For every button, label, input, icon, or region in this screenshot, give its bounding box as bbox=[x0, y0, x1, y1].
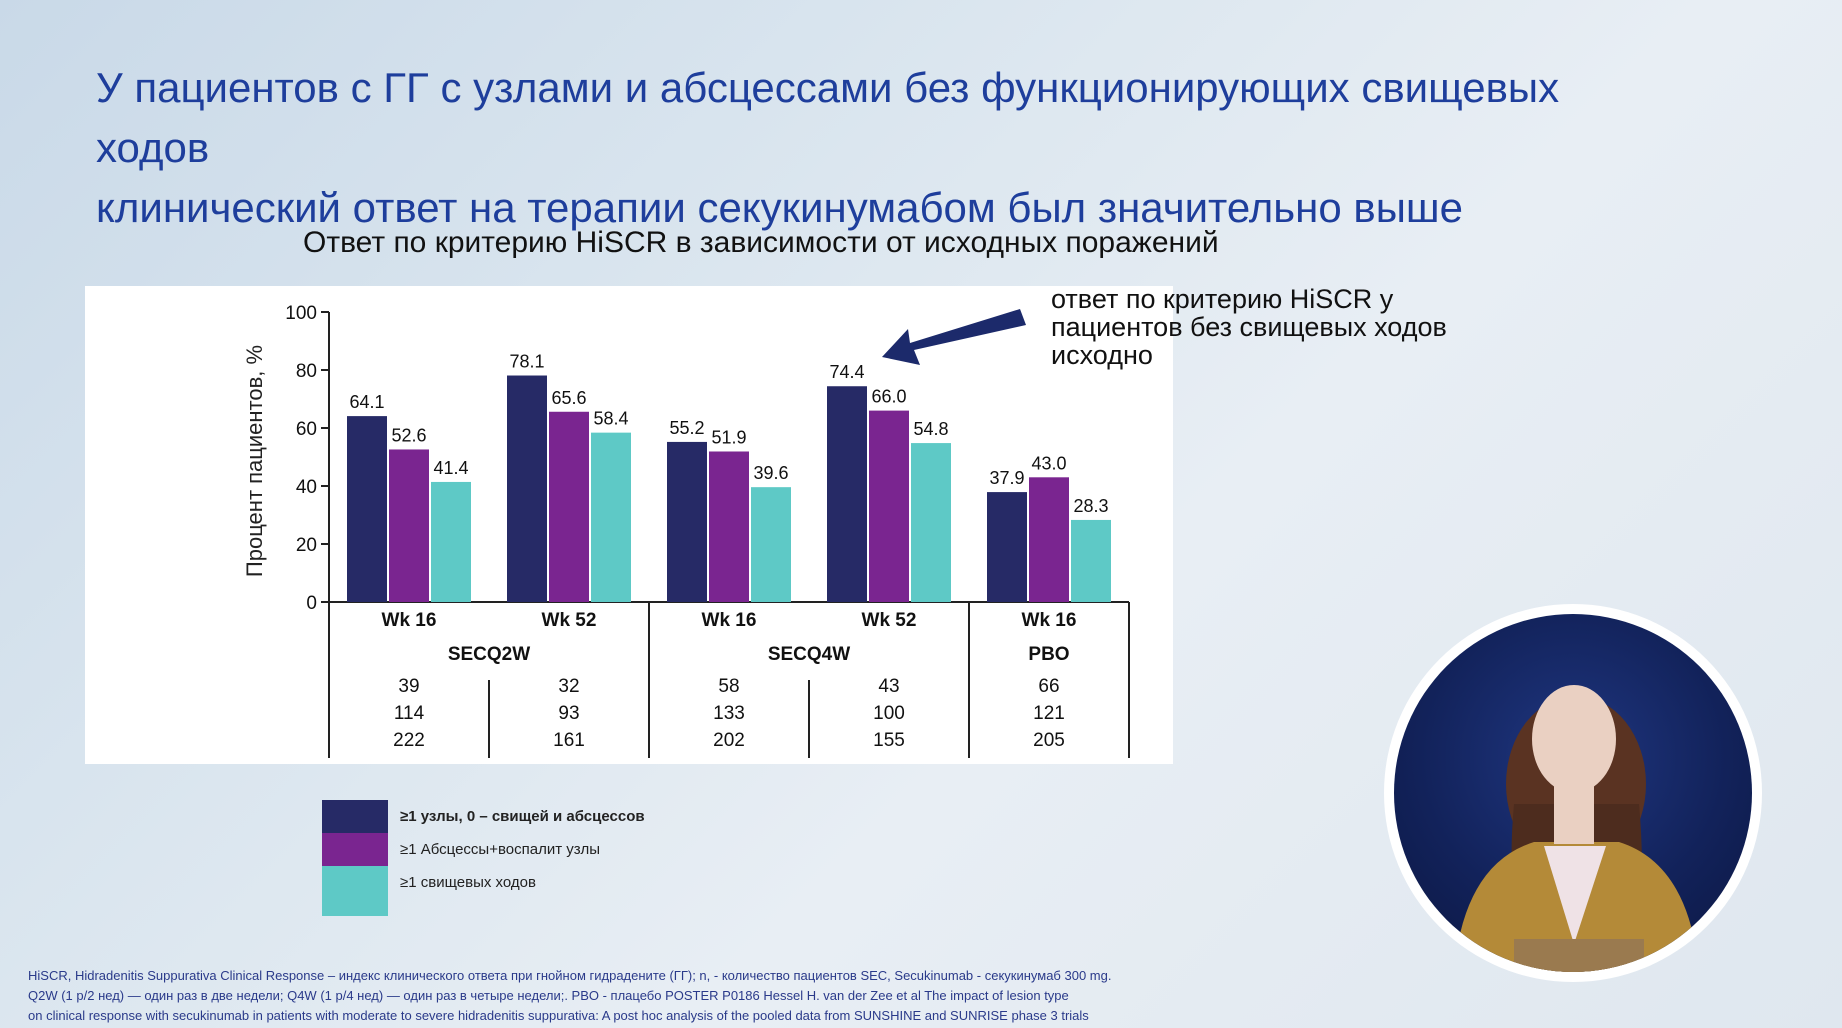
n-count-s1-c4: 43 bbox=[878, 676, 899, 697]
legend-label-series-1: ≥1 узлы, 0 – свищей и абсцессов bbox=[400, 808, 645, 825]
y-tick-label-2: 40 bbox=[296, 477, 317, 498]
n-count-s2-c3: 133 bbox=[713, 703, 745, 724]
bar-value-label-s2-c3: 51.9 bbox=[711, 427, 746, 447]
bar-value-label-s2-c2: 65.6 bbox=[551, 388, 586, 408]
legend-swatch-series-2 bbox=[322, 833, 388, 866]
slide-title-line-2: клинический ответ на терапии секукинумаб… bbox=[96, 184, 1463, 231]
x-tick-label-5: Wk 16 bbox=[1022, 610, 1077, 631]
n-count-s2-c4: 100 bbox=[873, 703, 905, 724]
bar-value-label-s3-c1: 41.4 bbox=[433, 458, 468, 478]
group-label-1: SECQ2W bbox=[448, 644, 530, 665]
n-count-s1-c1: 39 bbox=[398, 676, 419, 697]
legend-label-series-3: ≥1 свищевых ходов bbox=[400, 874, 536, 891]
n-count-s3-c2: 161 bbox=[553, 730, 585, 751]
legend-swatch-series-1 bbox=[322, 800, 388, 833]
y-tick-label-0: 0 bbox=[306, 593, 317, 614]
n-count-s1-c2: 32 bbox=[558, 676, 579, 697]
legend-label-series-2: ≥1 Абсцессы+воспалит узлы bbox=[400, 841, 600, 858]
n-count-s3-c1: 222 bbox=[393, 730, 425, 751]
group-label-2: SECQ4W bbox=[768, 644, 850, 665]
bar-s1-c4 bbox=[827, 386, 867, 602]
bar-s3-c5 bbox=[1071, 519, 1111, 602]
bar-value-label-s2-c5: 43.0 bbox=[1031, 453, 1066, 473]
y-tick-label-1: 20 bbox=[296, 535, 317, 556]
bar-s3-c2 bbox=[591, 432, 631, 602]
bar-s2-c4 bbox=[869, 410, 909, 602]
bar-s2-c2 bbox=[549, 411, 589, 602]
bar-value-label-s1-c5: 37.9 bbox=[989, 468, 1024, 488]
bar-s2-c1 bbox=[389, 449, 429, 602]
bar-s1-c2 bbox=[507, 375, 547, 602]
bar-s1-c1 bbox=[347, 416, 387, 602]
slide-title: У пациентов с ГГ с узлами и абсцессами б… bbox=[96, 58, 1656, 238]
bar-s3-c4 bbox=[911, 443, 951, 602]
legend-swatch-series-3 bbox=[322, 866, 388, 916]
bar-value-label-s3-c5: 28.3 bbox=[1073, 496, 1108, 516]
bar-s2-c3 bbox=[709, 451, 749, 602]
n-count-s2-c1: 114 bbox=[394, 703, 425, 724]
footnote-line-3: on clinical response with secukinumab in… bbox=[28, 1008, 1089, 1023]
footnote-line-2: Q2W (1 р/2 нед) — один раз в две недели;… bbox=[28, 988, 1069, 1003]
n-count-s3-c4: 155 bbox=[873, 730, 905, 751]
presenter-image bbox=[1394, 614, 1752, 972]
footnote-line-1: HiSCR, Hidradenitis Suppurativa Clinical… bbox=[28, 968, 1112, 983]
chart-annotation: ответ по критерию HiSCR у пациентов без … bbox=[1051, 284, 1447, 370]
bar-s3-c3 bbox=[751, 487, 791, 602]
bar-value-label-s1-c3: 55.2 bbox=[669, 418, 704, 438]
footnote: HiSCR, Hidradenitis Suppurativa Clinical… bbox=[28, 966, 1348, 1026]
y-tick-label-5: 100 bbox=[285, 303, 317, 324]
x-tick-label-3: Wk 16 bbox=[702, 610, 757, 631]
n-count-s2-c5: 121 bbox=[1033, 703, 1065, 724]
bar-s1-c5 bbox=[987, 492, 1027, 602]
bar-value-label-s3-c3: 39.6 bbox=[753, 463, 788, 483]
bar-value-label-s1-c2: 78.1 bbox=[509, 352, 544, 372]
n-count-s2-c2: 93 bbox=[558, 703, 579, 724]
bar-value-label-s1-c4: 74.4 bbox=[829, 362, 864, 382]
bar-s1-c3 bbox=[667, 441, 707, 602]
chart-heading: Ответ по критерию HiSCR в зависимости от… bbox=[303, 226, 1219, 259]
bar-value-label-s3-c2: 58.4 bbox=[593, 409, 628, 429]
presenter-video bbox=[1384, 604, 1762, 982]
n-count-s3-c3: 202 bbox=[713, 730, 745, 751]
slide-title-line-1: У пациентов с ГГ с узлами и абсцессами б… bbox=[96, 64, 1560, 171]
bar-s2-c5 bbox=[1029, 477, 1069, 602]
bar-value-label-s2-c4: 66.0 bbox=[871, 387, 906, 407]
y-axis-title: Процент пациентов, % bbox=[242, 345, 267, 577]
presenter-figure-icon bbox=[1454, 685, 1699, 972]
y-tick-label-4: 80 bbox=[296, 361, 317, 382]
bar-value-label-s2-c1: 52.6 bbox=[391, 425, 426, 445]
bar-s3-c1 bbox=[431, 481, 471, 602]
annotation-arrow-icon bbox=[882, 309, 1026, 365]
n-count-s1-c5: 66 bbox=[1038, 676, 1059, 697]
x-tick-label-2: Wk 52 bbox=[542, 610, 597, 631]
n-count-s1-c3: 58 bbox=[718, 676, 739, 697]
x-tick-label-4: Wk 52 bbox=[862, 610, 917, 631]
y-tick-label-3: 60 bbox=[296, 419, 317, 440]
n-count-s3-c5: 205 bbox=[1033, 730, 1065, 751]
group-label-3: PBO bbox=[1028, 644, 1069, 665]
bar-chart: 0 20 40 60 80 100 Процент пациентов, % 64.1 52.6… bbox=[242, 303, 1130, 758]
x-tick-label-1: Wk 16 bbox=[382, 610, 437, 631]
bar-value-label-s1-c1: 64.1 bbox=[349, 392, 384, 412]
bar-value-label-s3-c4: 54.8 bbox=[913, 419, 948, 439]
